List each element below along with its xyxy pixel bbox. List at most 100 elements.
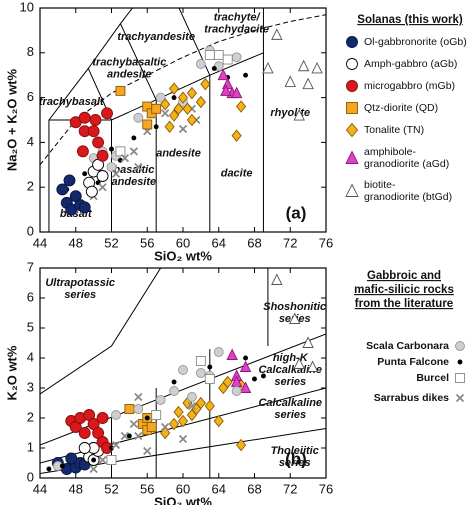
point (293, 109, 305, 121)
field-boundary (178, 8, 211, 232)
point (92, 136, 105, 149)
field-label: Shoshonitic (263, 301, 326, 313)
field-label: trachydacite (204, 24, 269, 36)
field-label: trachyandesite (117, 31, 195, 43)
point (129, 147, 138, 156)
point (252, 376, 257, 382)
point (173, 102, 184, 116)
y-tick-label: 0 (27, 223, 34, 238)
field-label: series (274, 376, 306, 388)
field-boundary (119, 23, 157, 232)
point (204, 374, 215, 384)
point (98, 183, 107, 192)
point (186, 392, 197, 402)
field-label: basaltic (113, 164, 154, 176)
point (284, 75, 296, 87)
point (78, 427, 91, 439)
point (288, 312, 301, 324)
legend-label: Sarrabus dikes (374, 392, 449, 404)
point (178, 124, 188, 134)
legend-label: Qtz-diorite (QD) (364, 102, 438, 114)
point (231, 386, 242, 396)
point (173, 405, 184, 419)
point (213, 414, 224, 428)
y-tick-label: 4 (27, 349, 34, 364)
point (213, 347, 224, 357)
x-tick-label: 52 (104, 235, 118, 250)
point (142, 119, 153, 130)
point (59, 463, 65, 469)
point (195, 95, 206, 109)
point (120, 431, 130, 441)
x-tick-label: 56 (140, 235, 154, 250)
point (171, 379, 177, 385)
point (63, 174, 76, 187)
point (160, 422, 170, 432)
point (231, 129, 242, 142)
point (89, 114, 102, 126)
point (82, 171, 88, 177)
y-tick-label: 8 (27, 44, 34, 59)
point (134, 431, 143, 441)
y-tick-label: 5 (27, 319, 34, 334)
point (89, 464, 98, 474)
point (160, 109, 170, 118)
point (78, 201, 91, 214)
point (177, 91, 189, 104)
point (236, 438, 247, 452)
field-label: andesite (112, 176, 157, 188)
legend-label: microgabbro (mGb) (364, 80, 455, 92)
legend-title: Solanas (this work) (357, 14, 463, 26)
point (153, 124, 159, 130)
legend-marker (455, 373, 465, 383)
point (78, 111, 91, 124)
legend-title: from the literature (355, 298, 453, 310)
point (302, 336, 314, 348)
y-axis-title: Na₂O + K₂O wt% (4, 68, 19, 171)
point (213, 50, 224, 60)
point (220, 84, 232, 96)
legend-marker (455, 393, 465, 403)
field-label: series (279, 457, 311, 469)
point (120, 153, 130, 163)
alkaline-divide (40, 14, 326, 166)
field-label: trachybasalt (39, 96, 105, 108)
point (98, 455, 107, 465)
x-tick-label: 68 (247, 235, 261, 250)
point (171, 95, 177, 101)
x-tick-label: 72 (283, 235, 297, 250)
point (85, 185, 98, 198)
y-tick-label: 7 (27, 259, 34, 274)
point (101, 107, 113, 120)
point (186, 113, 198, 127)
point (129, 419, 138, 429)
point (221, 77, 234, 90)
y-tick-label: 2 (27, 179, 34, 194)
legend-title: mafic-silicic rocks (354, 284, 454, 296)
x-tick-label: 52 (104, 481, 118, 496)
point (46, 466, 52, 472)
field-label: andesite (107, 68, 152, 80)
point (133, 404, 144, 414)
point (91, 457, 97, 463)
x-tick-label: 76 (319, 481, 333, 496)
legend-marker (455, 341, 465, 351)
field-label: series (64, 289, 96, 301)
point (222, 54, 233, 65)
point (144, 415, 150, 421)
point (243, 355, 249, 361)
point (204, 50, 215, 60)
field-label: rhyolite (270, 107, 310, 119)
x-tick-label: 48 (69, 235, 83, 250)
x-tick-label: 72 (283, 481, 297, 496)
legend-label-line: granodiorite (aGd) (364, 158, 449, 170)
x-axis-title: SiO₂ wt% (154, 248, 212, 263)
point (311, 61, 323, 74)
point (195, 356, 206, 366)
point (106, 455, 117, 465)
point (126, 433, 132, 439)
legend-label: Punta Falcone (377, 356, 449, 368)
point (124, 404, 135, 414)
legend-label: Tonalite (TN) (364, 124, 424, 136)
point (134, 162, 143, 172)
